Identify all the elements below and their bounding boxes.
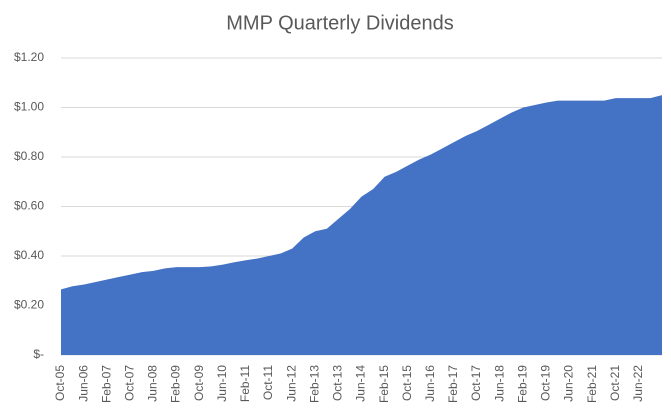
x-tick-label: Oct-21 [608,365,622,401]
x-tick-label: Oct-19 [539,365,553,401]
x-tick-label: Jun-14 [354,365,368,402]
y-tick-label: $0.60 [14,199,44,213]
x-tick-label: Oct-11 [261,365,275,400]
x-tick-label: Feb-11 [238,365,252,402]
x-tick-label: Oct-05 [53,365,67,401]
x-tick-label: Feb-13 [307,365,321,403]
x-tick-label: Jun-20 [562,365,576,402]
x-tick-label: Jun-08 [146,365,160,402]
chart-title: MMP Quarterly Dividends [226,12,453,34]
y-tick-label: $0.40 [14,248,44,262]
x-tick-label: Jun-22 [631,365,645,402]
area [61,95,662,355]
x-tick-label: Oct-07 [123,365,137,401]
x-tick-label: Oct-13 [331,365,345,401]
x-tick-label: Oct-17 [469,365,483,401]
x-tick-label: Oct-09 [192,365,206,401]
x-tick-label: Jun-16 [423,365,437,402]
x-tick-label: Oct-15 [400,365,414,401]
x-tick-label: Feb-07 [99,365,113,403]
x-tick-label: Feb-17 [446,365,460,403]
x-tick-label: Jun-18 [492,365,506,402]
y-tick-label: $1.20 [14,50,44,64]
y-tick-label: $- [33,347,44,361]
x-tick-label: Jun-06 [76,365,90,402]
y-tick-label: $0.80 [14,149,44,163]
x-tick-label: Feb-09 [169,365,183,403]
x-tick-label: Feb-21 [585,365,599,403]
x-tick-label: Jun-12 [284,365,298,402]
x-tick-label: Jun-10 [215,365,229,402]
x-tick-label: Feb-19 [515,365,529,403]
y-tick-label: $0.20 [14,298,44,312]
x-tick-label: Feb-15 [377,365,391,403]
y-tick-label: $1.00 [14,100,44,114]
